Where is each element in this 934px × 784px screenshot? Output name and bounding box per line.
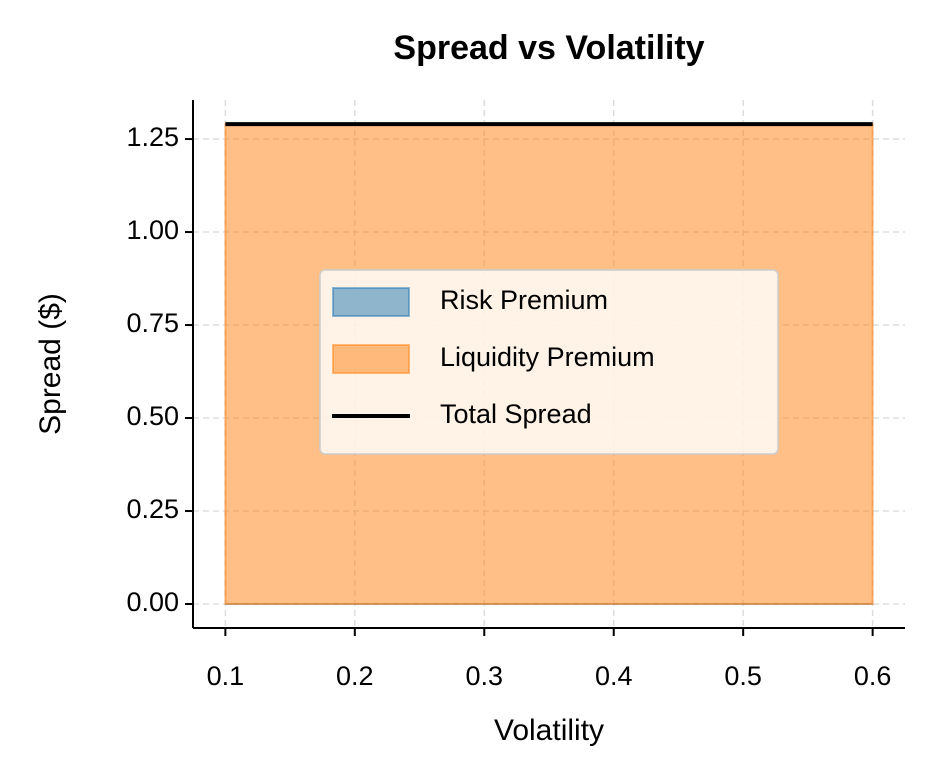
x-tick-label: 0.4 <box>595 661 633 691</box>
legend-label: Risk Premium <box>440 285 608 315</box>
x-tick-label: 0.5 <box>724 661 762 691</box>
legend-box <box>319 269 779 455</box>
y-tick-label: 1.25 <box>126 122 179 152</box>
chart-title: Spread vs Volatility <box>393 29 704 67</box>
y-tick-label: 0.75 <box>126 308 179 338</box>
x-tick-label: 0.6 <box>854 661 892 691</box>
legend-swatch <box>332 287 410 317</box>
x-tick-label: 0.2 <box>336 661 374 691</box>
x-tick-label: 0.3 <box>465 661 503 691</box>
y-tick-label: 0.00 <box>126 587 179 617</box>
x-tick-label: 0.1 <box>207 661 245 691</box>
y-tick-label: 0.25 <box>126 494 179 524</box>
x-axis-label: Volatility <box>494 714 604 747</box>
legend-label: Total Spread <box>440 399 592 429</box>
y-tick-label: 0.50 <box>126 401 179 431</box>
legend-swatch <box>332 344 410 374</box>
legend-label: Liquidity Premium <box>440 342 655 372</box>
y-tick-label: 1.00 <box>126 215 179 245</box>
legend: Risk Premium Liquidity Premium Total Sprea… <box>319 269 779 455</box>
y-axis-label: Spread ($) <box>34 293 67 435</box>
